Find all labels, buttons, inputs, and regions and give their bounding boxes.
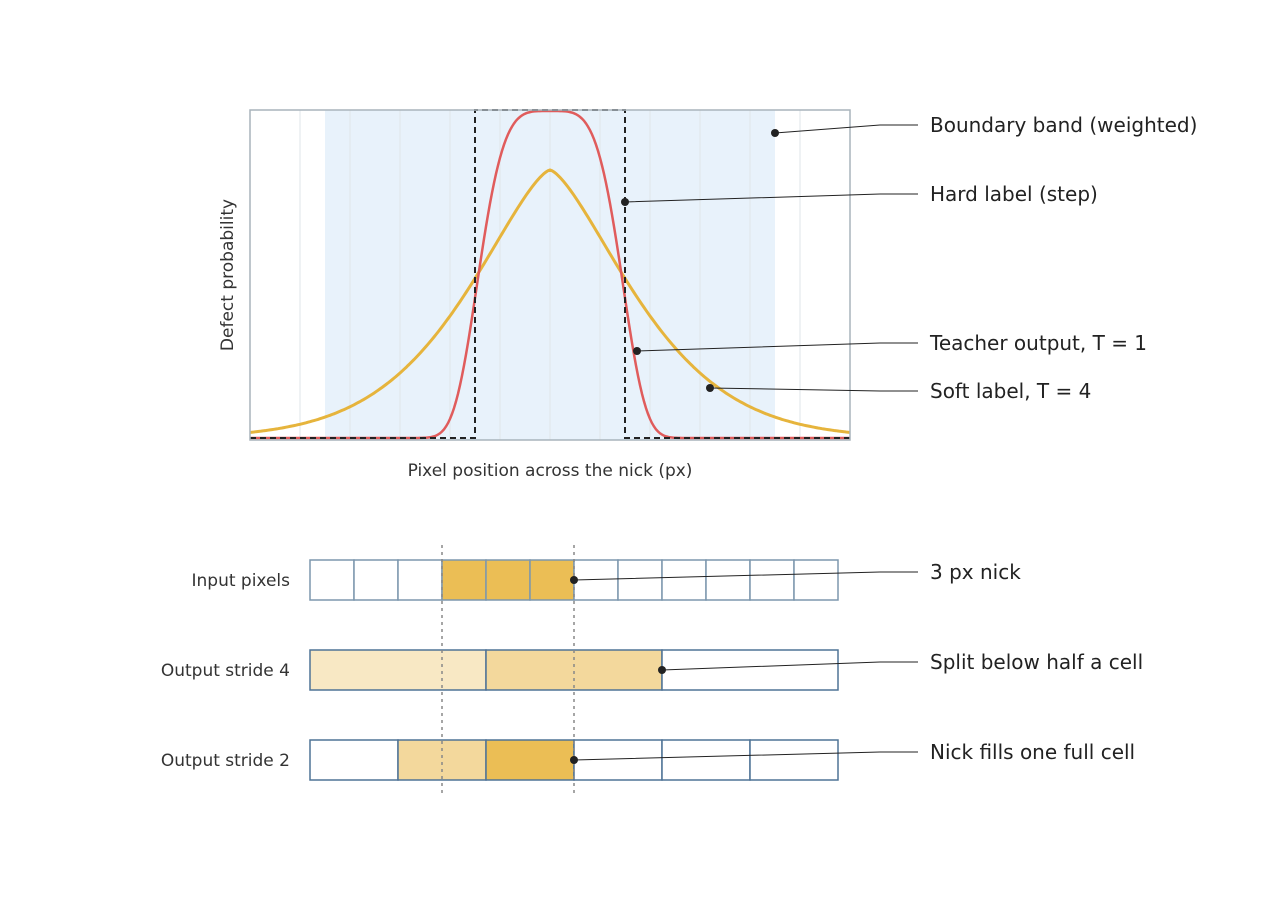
stride2-cell [485, 739, 575, 781]
grid-callout-dots [570, 576, 666, 764]
input-pixel-cell [353, 559, 399, 601]
input-pixel-cell-nick [485, 559, 531, 601]
input-pixel-cell [617, 559, 663, 601]
stride4-cell [309, 649, 487, 691]
input-pixel-cell [397, 559, 443, 601]
stride4-cell [661, 649, 839, 691]
stride4-cell [485, 649, 663, 691]
soft-label-curve [249, 168, 851, 434]
callout-soft-label: Soft label, T = 4 [930, 379, 1091, 403]
callout-nick: 3 px nick [930, 560, 1021, 584]
callout-teacher-output: Teacher output, T = 1 [929, 331, 1147, 355]
stride2-cell [309, 739, 399, 781]
row-label-stride4: Output stride 4 [161, 661, 290, 681]
input-pixel-row [309, 559, 839, 601]
probability-plot: Pixel position across the nick (px) Defe… [218, 109, 851, 481]
row-label-stride2: Output stride 2 [161, 751, 290, 771]
input-pixel-cell-nick [529, 559, 575, 601]
input-pixel-cell [661, 559, 707, 601]
stride2-cell [397, 739, 487, 781]
x-axis-label: Pixel position across the nick (px) [408, 461, 693, 481]
plot-callouts [624, 124, 918, 392]
callout-fills: Nick fills one full cell [930, 740, 1135, 764]
callout-hard-label: Hard label (step) [930, 182, 1098, 206]
plot-frame [249, 109, 851, 441]
stride-grid: Input pixels Output stride 4 Output stri… [161, 545, 839, 796]
callout-split: Split below half a cell [930, 650, 1143, 674]
stride4-row [309, 649, 839, 691]
input-pixel-cell [749, 559, 795, 601]
grid-callouts [573, 571, 918, 761]
stride2-cell [749, 739, 839, 781]
plot-callout-dots [621, 129, 779, 392]
input-pixel-cell [309, 559, 355, 601]
callout-boundary-band: Boundary band (weighted) [930, 113, 1197, 137]
input-pixel-cell-nick [441, 559, 487, 601]
plot-gridlines [299, 110, 801, 440]
stride2-cell [661, 739, 751, 781]
input-pixel-cell [705, 559, 751, 601]
row-label-input: Input pixels [191, 571, 290, 591]
y-axis-label: Defect probability [218, 199, 238, 351]
input-pixel-cell [793, 559, 839, 601]
